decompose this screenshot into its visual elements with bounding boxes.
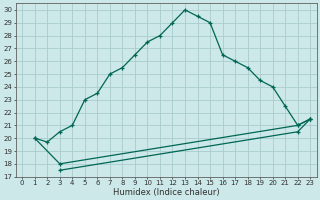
X-axis label: Humidex (Indice chaleur): Humidex (Indice chaleur) <box>113 188 220 197</box>
